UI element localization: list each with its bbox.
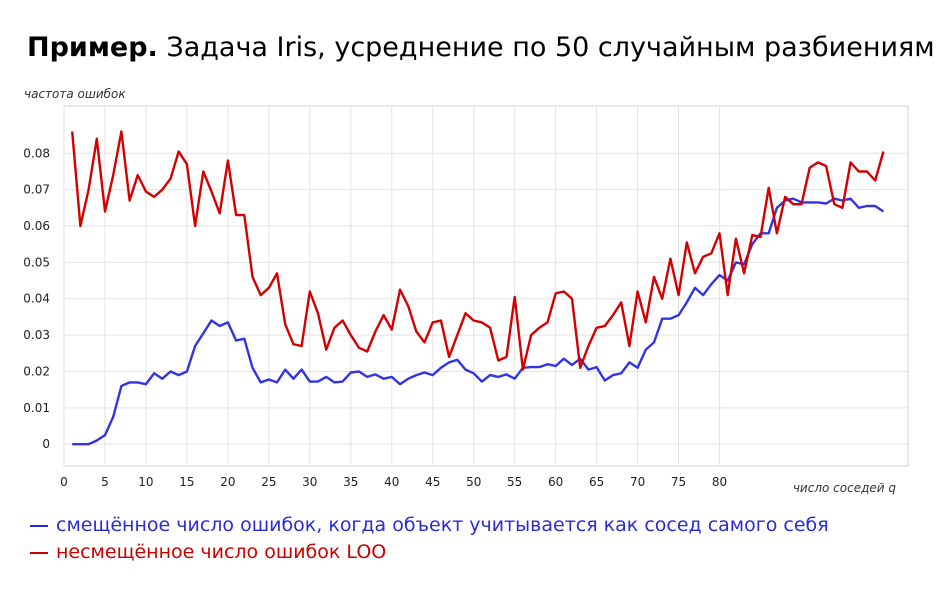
y-tick-label: 0.03	[23, 328, 50, 342]
y-tick-label: 0.07	[23, 183, 50, 197]
legend: смещённое число ошибок, когда объект учи…	[30, 512, 829, 566]
series-line-loo	[71, 130, 885, 371]
grid-lines	[63, 106, 908, 466]
slide-title-rest: Задача Iris, усреднение по 50 случайным …	[157, 32, 935, 63]
x-tick-label: 75	[671, 475, 686, 489]
x-tick-label: 40	[384, 475, 399, 489]
legend-swatch-red	[30, 551, 48, 554]
x-tick-label: 60	[548, 475, 563, 489]
y-tick-label: 0.08	[23, 146, 50, 160]
x-axis-label: число соседей q	[793, 481, 897, 495]
y-tick-label: 0.05	[23, 255, 50, 269]
plot-area	[63, 105, 909, 467]
slide-title: Пример. Задача Iris, усреднение по 50 сл…	[27, 30, 935, 66]
x-tick-label: 0	[60, 475, 68, 489]
x-tick-label: 15	[179, 475, 194, 489]
x-tick-label: 30	[302, 475, 317, 489]
legend-item-biased: смещённое число ошибок, когда объект учи…	[30, 512, 829, 539]
legend-item-loo: несмещённое число ошибок LOO	[30, 539, 829, 566]
y-tick-labels: 0 0.01 0.02 0.03 0.04 0.05 0.06 0.07 0.08	[23, 146, 50, 451]
x-tick-label: 55	[507, 475, 522, 489]
legend-label-loo: несмещённое число ошибок LOO	[56, 541, 387, 563]
y-axis-label: частота ошибок	[24, 87, 126, 101]
x-tick-label: 50	[466, 475, 481, 489]
x-tick-labels: 0 5 10 15 20 25 30 35 40 45 50 55 60 65 70 75 80	[60, 475, 727, 489]
x-tick-label: 10	[138, 475, 153, 489]
x-tick-label: 65	[589, 475, 604, 489]
y-tick-label: 0.04	[23, 292, 50, 306]
x-tick-label: 20	[220, 475, 235, 489]
slide-title-bold: Пример.	[27, 32, 158, 63]
x-tick-label: 70	[630, 475, 645, 489]
legend-swatch-blue	[30, 524, 48, 527]
y-tick-label: 0	[42, 437, 50, 451]
y-tick-label: 0.02	[23, 364, 50, 378]
legend-label-biased: смещённое число ошибок, когда объект учи…	[56, 514, 829, 536]
series-lines	[71, 130, 885, 446]
x-tick-label: 45	[425, 475, 440, 489]
x-tick-label: 35	[343, 475, 358, 489]
y-tick-label: 0.01	[23, 401, 50, 415]
y-tick-label: 0.06	[23, 219, 50, 233]
x-tick-label: 5	[101, 475, 109, 489]
x-tick-label: 25	[261, 475, 276, 489]
x-tick-label: 80	[712, 475, 727, 489]
